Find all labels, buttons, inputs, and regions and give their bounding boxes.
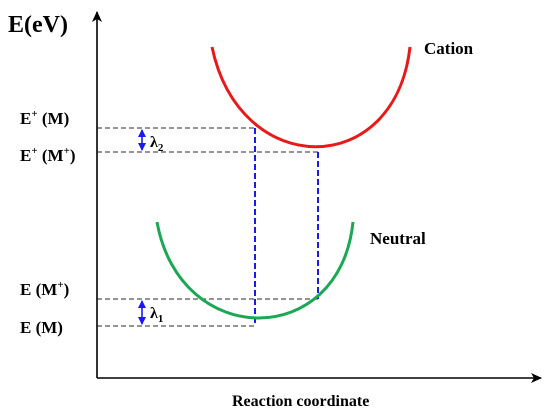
lambda1-label: λ1	[150, 305, 163, 325]
x-axis-title: Reaction coordinate	[232, 393, 369, 410]
lambda2-label: λ2	[150, 134, 164, 154]
level-label-e-mplus: E (M+)	[20, 279, 69, 299]
y-axis-title: E(eV)	[8, 12, 68, 38]
level-label-e-plus-m: E+ (M)	[20, 108, 69, 128]
neutral-label: Neutral	[370, 229, 426, 248]
cation-label: Cation	[424, 39, 474, 58]
cation-curve	[210, 46, 412, 149]
level-label-e-plus-mplus: E+ (M+)	[20, 145, 76, 165]
level-label-e-m: E (M)	[20, 318, 63, 337]
neutral-curve	[155, 221, 355, 320]
